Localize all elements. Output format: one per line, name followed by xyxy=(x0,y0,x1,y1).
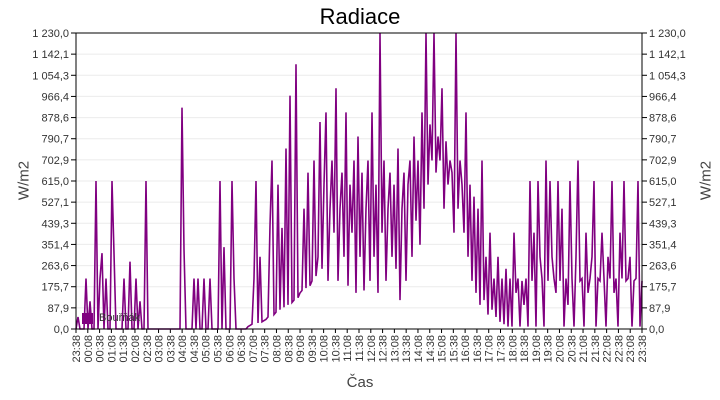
y-tick-label-left: 966,4 xyxy=(41,91,69,103)
y-tick-label-left: 87,9 xyxy=(48,303,69,315)
x-tick-label: 22:38 xyxy=(613,335,625,363)
y-tick-label-right: 790,7 xyxy=(649,134,677,146)
legend-label: Bouřňák xyxy=(99,312,140,324)
x-tick-label: 08:38 xyxy=(283,335,295,363)
x-tick-label: 20:08 xyxy=(554,335,566,363)
x-tick-label: 14:38 xyxy=(425,335,437,363)
x-tick-label: 04:08 xyxy=(177,335,189,363)
x-tick-label: 23:38 xyxy=(637,335,649,363)
y-tick-label-right: 615,0 xyxy=(649,176,677,188)
x-tick-label: 06:08 xyxy=(224,335,236,363)
y-tick-label-left: 702,9 xyxy=(41,155,69,167)
x-tick-label: 14:08 xyxy=(413,335,425,363)
y-tick-label-left: 1 142,1 xyxy=(32,49,69,61)
x-tick-label: 07:08 xyxy=(248,335,260,363)
x-tick-label: 05:08 xyxy=(201,335,213,363)
y-tick-label-right: 527,1 xyxy=(649,197,677,209)
y-tick-label-right: 263,6 xyxy=(649,261,677,273)
y-tick-label-right: 0,0 xyxy=(649,324,664,336)
y-tick-label-left: 1 230,0 xyxy=(32,28,69,40)
x-tick-label: 00:08 xyxy=(83,335,95,363)
x-tick-label: 22:08 xyxy=(602,335,614,363)
x-tick-label: 12:08 xyxy=(366,335,378,363)
y-tick-label-left: 527,1 xyxy=(41,197,69,209)
y-tick-label-left: 175,7 xyxy=(41,282,69,294)
x-tick-label: 10:08 xyxy=(319,335,331,363)
y-tick-label-right: 1 054,3 xyxy=(649,70,686,82)
x-tick-label: 12:38 xyxy=(378,335,390,363)
x-tick-label: 09:38 xyxy=(307,335,319,363)
x-tick-label: 19:08 xyxy=(531,335,543,363)
x-tick-label: 16:38 xyxy=(472,335,484,363)
y-tick-label-right: 87,9 xyxy=(649,303,670,315)
x-tick-label: 18:38 xyxy=(519,335,531,363)
x-tick-label: 09:08 xyxy=(295,335,307,363)
y-tick-label-left: 790,7 xyxy=(41,134,69,146)
x-tick-label: 13:08 xyxy=(389,335,401,363)
x-tick-label: 18:08 xyxy=(507,335,519,363)
x-tick-label: 11:38 xyxy=(354,335,366,362)
y-tick-label-right: 1 230,0 xyxy=(649,28,686,40)
chart-title: Radiace xyxy=(319,4,401,29)
y-tick-label-left: 439,3 xyxy=(41,218,69,230)
x-tick-label: 23:38 xyxy=(71,335,83,363)
x-tick-label: 23:08 xyxy=(625,335,637,363)
y-tick-label-right: 351,4 xyxy=(649,239,677,251)
x-tick-label: 00:38 xyxy=(95,335,107,363)
legend: Bouřňák xyxy=(82,312,140,324)
x-tick-label: 08:08 xyxy=(271,335,283,363)
y-tick-label-right: 439,3 xyxy=(649,218,677,230)
x-tick-label: 02:08 xyxy=(130,335,142,363)
y-tick-label-left: 615,0 xyxy=(41,176,69,188)
y-tick-label-right: 878,6 xyxy=(649,113,677,125)
y-tick-label-left: 351,4 xyxy=(41,239,69,251)
x-tick-label: 17:38 xyxy=(496,335,508,363)
x-axis-label: Čas xyxy=(346,374,374,391)
y-tick-label-right: 966,4 xyxy=(649,91,677,103)
x-tick-label: 10:38 xyxy=(330,335,342,363)
x-tick-label: 04:38 xyxy=(189,335,201,363)
x-tick-label: 21:38 xyxy=(590,335,602,363)
x-tick-label: 01:08 xyxy=(106,335,118,363)
x-tick-label: 03:08 xyxy=(154,335,166,363)
y-tick-label-left: 1 054,3 xyxy=(32,70,69,82)
x-tick-label: 16:08 xyxy=(460,335,472,363)
x-tick-label: 13:38 xyxy=(401,335,413,363)
x-tick-label: 11:08 xyxy=(342,335,354,362)
x-tick-label: 03:38 xyxy=(165,335,177,363)
y-tick-label-right: 702,9 xyxy=(649,155,677,167)
y-tick-label-left: 263,6 xyxy=(41,261,69,273)
y-tick-label-right: 175,7 xyxy=(649,282,677,294)
x-tick-label: 19:38 xyxy=(543,335,555,363)
x-tick-label: 15:08 xyxy=(437,335,449,363)
x-tick-label: 21:08 xyxy=(578,335,590,363)
y-tick-label-left: 0,0 xyxy=(54,324,69,336)
x-tick-label: 05:38 xyxy=(213,335,225,363)
x-tick-label: 20:38 xyxy=(566,335,578,363)
y-tick-label-left: 878,6 xyxy=(41,113,69,125)
x-tick-label: 07:38 xyxy=(260,335,272,363)
x-tick-label: 15:38 xyxy=(448,335,460,363)
legend-swatch xyxy=(82,312,93,324)
x-tick-label: 02:38 xyxy=(142,335,154,363)
y-tick-label-right: 1 142,1 xyxy=(649,49,686,61)
x-tick-label: 06:38 xyxy=(236,335,248,363)
x-tick-label: 17:08 xyxy=(484,335,496,363)
x-tick-label: 01:38 xyxy=(118,335,130,363)
